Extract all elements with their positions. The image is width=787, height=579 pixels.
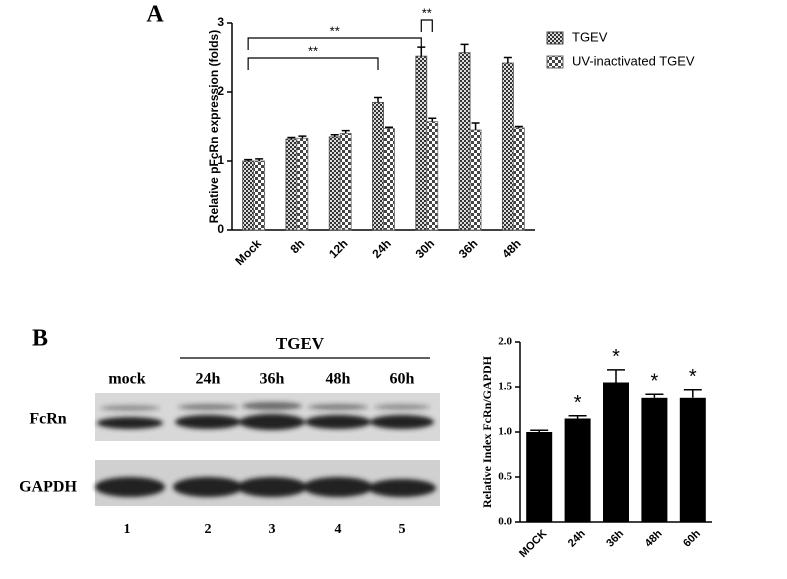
x-tick-label: 36h <box>456 236 481 261</box>
bar <box>641 397 668 522</box>
y-tick-label: 3 <box>217 15 224 29</box>
panel-label: A <box>146 2 164 28</box>
legend-label: TGEV <box>572 29 608 44</box>
error-bar <box>568 415 587 419</box>
bar <box>564 418 591 522</box>
bar <box>426 121 439 231</box>
error-bar <box>341 129 350 134</box>
legend-swatch <box>546 55 564 69</box>
x-tick-label: 12h <box>326 236 351 261</box>
y-tick-label: 0.0 <box>498 516 512 528</box>
lane-label: 36h <box>260 371 285 388</box>
bracket <box>247 37 422 50</box>
error-bar <box>471 122 480 130</box>
y-axis-label: Relative Index FcRn/GAPDH <box>480 355 494 508</box>
error-bar <box>385 126 393 129</box>
y-tick-label: 1.5 <box>498 381 512 393</box>
bar <box>285 138 298 231</box>
bar <box>526 432 553 522</box>
y-tick-label: 2 <box>217 84 224 98</box>
y-tick-label: 1.0 <box>498 426 512 438</box>
error-bar <box>503 56 512 64</box>
error-bar <box>287 136 296 139</box>
y-tick-label: 1 <box>217 153 224 167</box>
x-tick-label: 48h <box>499 236 524 261</box>
x-tick-label: 24h <box>369 236 394 261</box>
error-bar <box>607 369 625 383</box>
x-tick-label: 48h <box>643 528 665 550</box>
annotation: * <box>651 370 659 392</box>
blot-group: TGEV <box>276 334 325 353</box>
error-bar <box>244 158 253 161</box>
bar <box>679 397 706 522</box>
error-bar <box>683 388 702 398</box>
lane-number: 5 <box>399 522 406 537</box>
bracket <box>247 57 379 70</box>
bar <box>242 160 255 231</box>
error-bar <box>460 43 469 53</box>
bar <box>603 382 629 522</box>
bar <box>253 160 266 231</box>
annotation: * <box>574 392 582 414</box>
legend-label: UV-inactivated TGEV <box>572 53 695 68</box>
bar <box>469 129 482 231</box>
y-axis-label: Relative pFcRn expression (folds) <box>207 30 221 223</box>
lane-label: 24h <box>196 371 221 388</box>
y-tick-label: 0.5 <box>498 471 512 483</box>
annotation: ** <box>422 5 432 20</box>
bar <box>372 101 384 231</box>
x-tick-label: 60h <box>681 528 703 550</box>
bar <box>512 127 525 231</box>
x-tick-label: 30h <box>413 236 438 261</box>
lane-number: 3 <box>269 522 276 537</box>
panel-label: B <box>32 326 48 352</box>
x-tick-label: 36h <box>604 528 626 550</box>
bar <box>339 132 352 231</box>
error-bar <box>255 158 264 161</box>
lane-label: mock <box>108 371 145 388</box>
bar <box>415 55 428 231</box>
row-label: GAPDH <box>19 479 77 496</box>
error-bar <box>514 125 523 128</box>
error-bar <box>428 117 437 122</box>
bar <box>501 62 514 231</box>
lane-label: 60h <box>390 371 415 388</box>
bar <box>296 137 309 231</box>
error-bar <box>330 134 339 137</box>
bar <box>458 52 471 231</box>
row-label: FcRn <box>29 411 66 428</box>
error-bar <box>374 96 382 103</box>
x-tick-label: Mock <box>232 236 264 268</box>
annotation: ** <box>330 23 340 38</box>
x-tick-label: 24h <box>566 528 588 550</box>
lane-number: 4 <box>335 522 342 537</box>
annotation: * <box>689 366 697 388</box>
blot-image <box>95 393 440 506</box>
annotation: * <box>612 346 620 368</box>
annotation: ** <box>308 43 318 58</box>
error-bar <box>530 429 549 432</box>
legend-swatch <box>546 31 564 45</box>
lane-number: 1 <box>124 522 131 537</box>
y-tick-label: 0 <box>217 222 224 236</box>
bar <box>328 136 341 231</box>
lane-label: 48h <box>326 371 351 388</box>
lane-number: 2 <box>205 522 212 537</box>
y-tick-label: 2.0 <box>498 336 512 348</box>
error-bar <box>645 393 664 398</box>
error-bar <box>298 135 307 139</box>
bar <box>383 128 395 231</box>
x-tick-label: MOCK <box>517 528 549 560</box>
bracket <box>420 19 433 32</box>
x-tick-label: 8h <box>287 236 307 256</box>
